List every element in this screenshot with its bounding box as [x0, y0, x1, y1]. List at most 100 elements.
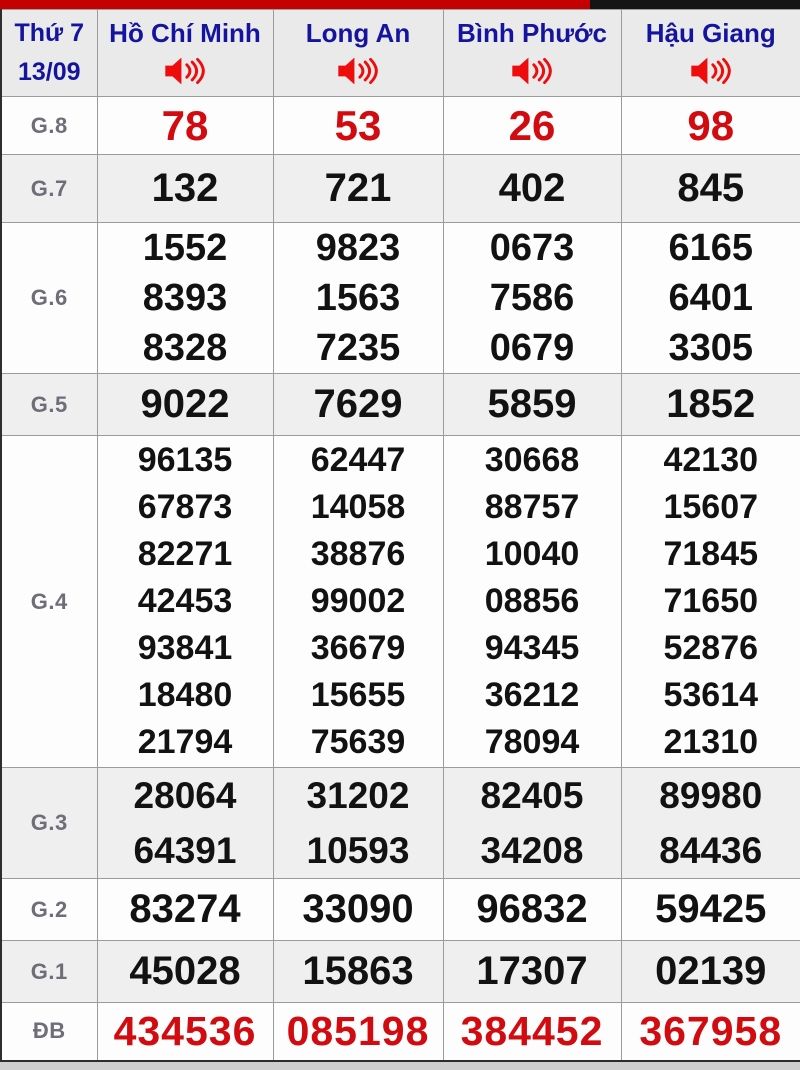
number-value: 52876 [663, 629, 759, 667]
number-value: 30668 [484, 441, 580, 479]
number-value: 14058 [310, 488, 406, 526]
speaker-icon[interactable] [688, 54, 734, 88]
prize-row-g3: G.3 28064 64391 31202 10593 82405 34208 899… [0, 767, 800, 879]
result-cell: 17307 [442, 940, 622, 1003]
number-value: 7586 [489, 277, 575, 319]
draw-date-cell: Thứ 7 13/09 [0, 9, 98, 97]
result-cell: 96135 67873 82271 42453 93841 18480 21794 [96, 435, 274, 768]
result-cell: 367958 [620, 1002, 800, 1061]
number-value: 08856 [484, 582, 580, 620]
result-cell: 62447 14058 38876 99002 36679 15655 75639 [272, 435, 444, 768]
result-cell: 59425 [620, 878, 800, 941]
number-value: 59425 [655, 887, 767, 931]
result-cell: 7629 [272, 373, 444, 436]
prize-label: G.2 [0, 878, 98, 941]
result-cell: 434536 [96, 1002, 274, 1061]
number-value: 3305 [668, 327, 754, 369]
number-value: 6165 [668, 227, 754, 269]
speaker-icon[interactable] [509, 54, 555, 88]
number-value: 38876 [310, 535, 406, 573]
number-value: 6401 [668, 277, 754, 319]
number-value: 71845 [663, 535, 759, 573]
number-value: 42130 [663, 441, 759, 479]
number-value: 0679 [489, 327, 575, 369]
city-name: Hậu Giang [645, 17, 776, 48]
number-value: 10593 [306, 830, 410, 871]
result-cell: 085198 [272, 1002, 444, 1061]
number-value: 085198 [286, 1007, 430, 1054]
number-value: 98 [687, 101, 735, 149]
number-value: 71650 [663, 582, 759, 620]
number-value: 7629 [313, 382, 403, 426]
number-value: 42453 [137, 582, 233, 620]
number-value: 78094 [484, 723, 580, 761]
number-value: 18480 [137, 676, 233, 714]
prize-label: G.3 [0, 767, 98, 879]
number-value: 7235 [315, 327, 401, 369]
number-value: 99002 [310, 582, 406, 620]
prize-row-g5: G.5 9022 7629 5859 1852 [0, 373, 800, 436]
result-cell: 384452 [442, 1002, 622, 1061]
number-value: 15863 [302, 949, 414, 993]
prize-row-g2: G.2 83274 33090 96832 59425 [0, 878, 800, 941]
number-value: 26 [508, 101, 556, 149]
number-value: 62447 [310, 441, 406, 479]
prize-row-g1: G.1 45028 15863 17307 02139 [0, 940, 800, 1003]
number-value: 78 [161, 101, 209, 149]
number-value: 402 [498, 166, 566, 210]
number-value: 82271 [137, 535, 233, 573]
result-cell: 9022 [96, 373, 274, 436]
number-value: 36212 [484, 676, 580, 714]
page-background-strip [0, 1061, 800, 1070]
number-value: 17307 [476, 949, 588, 993]
result-cell: 0673 7586 0679 [442, 222, 622, 374]
number-value: 82405 [480, 775, 584, 816]
city-name: Hồ Chí Minh [109, 17, 261, 48]
prize-row-db: ĐB 434536 085198 384452 367958 [0, 1002, 800, 1061]
prize-label: G.4 [0, 435, 98, 768]
number-value: 5859 [487, 382, 577, 426]
progress-fill [0, 0, 591, 9]
speaker-icon[interactable] [335, 54, 381, 88]
result-cell: 721 [272, 154, 444, 223]
speaker-icon[interactable] [162, 54, 208, 88]
number-value: 75639 [310, 723, 406, 761]
result-cell: 78 [96, 96, 274, 155]
header-cell-hau-giang: Hậu Giang [620, 9, 800, 97]
number-value: 28064 [133, 775, 237, 816]
result-cell: 33090 [272, 878, 444, 941]
result-cell: 132 [96, 154, 274, 223]
result-cell: 02139 [620, 940, 800, 1003]
result-cell: 89980 84436 [620, 767, 800, 879]
number-value: 34208 [480, 830, 584, 871]
result-cell: 82405 34208 [442, 767, 622, 879]
header-cell-ho-chi-minh: Hồ Chí Minh [96, 9, 274, 97]
result-cell: 42130 15607 71845 71650 52876 53614 21310 [620, 435, 800, 768]
number-value: 96135 [137, 441, 233, 479]
video-progress-bar[interactable] [0, 0, 800, 9]
date-label: 13/09 [17, 58, 81, 86]
number-value: 1552 [142, 227, 228, 269]
number-value: 02139 [655, 949, 767, 993]
number-value: 0673 [489, 227, 575, 269]
result-cell: 845 [620, 154, 800, 223]
result-cell: 30668 88757 10040 08856 94345 36212 78094 [442, 435, 622, 768]
prize-label: G.8 [0, 96, 98, 155]
result-cell: 98 [620, 96, 800, 155]
result-cell: 1552 8393 8328 [96, 222, 274, 374]
prize-label: G.1 [0, 940, 98, 1003]
number-value: 721 [324, 166, 392, 210]
number-value: 15607 [663, 488, 759, 526]
number-value: 53614 [663, 676, 759, 714]
number-value: 367958 [639, 1007, 783, 1054]
weekday-label: Thứ 7 [14, 19, 85, 48]
number-value: 21310 [663, 723, 759, 761]
number-value: 845 [677, 166, 745, 210]
prize-label: G.7 [0, 154, 98, 223]
number-value: 84436 [659, 830, 763, 871]
number-value: 9823 [315, 227, 401, 269]
prize-row-g4: G.4 96135 67873 82271 42453 93841 18480 21794 … [0, 435, 800, 768]
result-cell: 402 [442, 154, 622, 223]
result-cell: 53 [272, 96, 444, 155]
number-value: 8393 [142, 277, 228, 319]
